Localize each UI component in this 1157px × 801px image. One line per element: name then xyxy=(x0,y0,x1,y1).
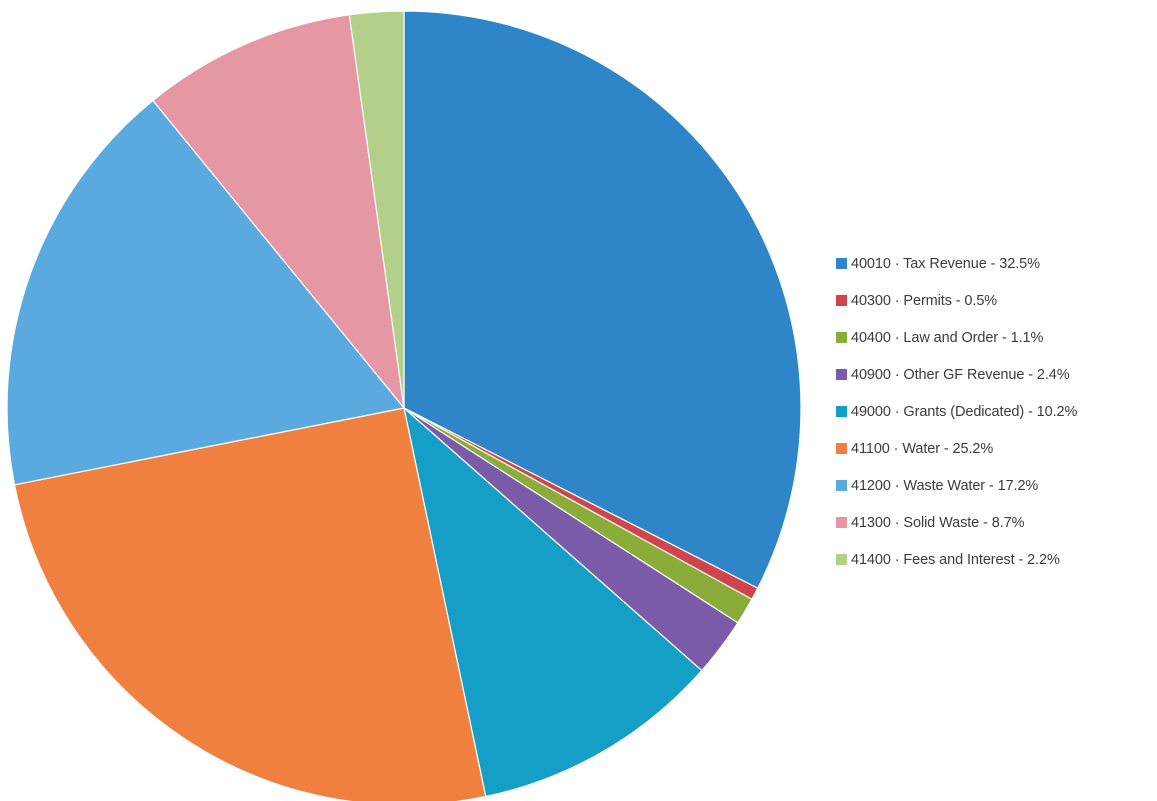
legend-swatch-6 xyxy=(836,480,847,491)
legend: 40010 · Tax Revenue - 32.5% 40300 · Permi… xyxy=(836,245,1156,578)
legend-swatch-0 xyxy=(836,258,847,269)
legend-item-7: 41300 · Solid Waste - 8.7% xyxy=(836,504,1156,541)
legend-item-2: 40400 · Law and Order - 1.1% xyxy=(836,319,1156,356)
legend-swatch-2 xyxy=(836,332,847,343)
legend-item-6: 41200 · Waste Water - 17.2% xyxy=(836,467,1156,504)
legend-label-0: 40010 · Tax Revenue - 32.5% xyxy=(851,255,1040,272)
pie-slice-5 xyxy=(13,407,487,801)
legend-label-6: 41200 · Waste Water - 17.2% xyxy=(851,477,1039,494)
pie-slices xyxy=(6,10,802,801)
legend-swatch-7 xyxy=(836,517,847,528)
legend-item-4: 49000 · Grants (Dedicated) - 10.2% xyxy=(836,393,1156,430)
pie-slice-7 xyxy=(152,14,405,411)
legend-item-1: 40300 · Permits - 0.5% xyxy=(836,282,1156,319)
legend-item-0: 40010 · Tax Revenue - 32.5% xyxy=(836,245,1156,282)
legend-swatch-3 xyxy=(836,369,847,380)
legend-label-1: 40300 · Permits - 0.5% xyxy=(851,292,998,309)
legend-label-3: 40900 · Other GF Revenue - 2.4% xyxy=(851,366,1070,383)
pie-slice-0 xyxy=(403,10,802,590)
legend-item-5: 41100 · Water - 25.2% xyxy=(836,430,1156,467)
legend-label-8: 41400 · Fees and Interest - 2.2% xyxy=(851,551,1060,568)
legend-item-3: 40900 · Other GF Revenue - 2.4% xyxy=(836,356,1156,393)
legend-item-8: 41400 · Fees and Interest - 2.2% xyxy=(836,541,1156,578)
legend-label-4: 49000 · Grants (Dedicated) - 10.2% xyxy=(851,403,1078,420)
pie-slice-6 xyxy=(6,99,406,486)
pie-slice-4 xyxy=(403,406,703,798)
legend-label-7: 41300 · Solid Waste - 8.7% xyxy=(851,514,1025,531)
legend-swatch-8 xyxy=(836,554,847,565)
legend-label-5: 41100 · Water - 25.2% xyxy=(851,440,994,457)
legend-label-2: 40400 · Law and Order - 1.1% xyxy=(851,329,1044,346)
pie-plot-area xyxy=(6,10,802,801)
pie-slice-8 xyxy=(348,10,405,409)
legend-swatch-4 xyxy=(836,406,847,417)
legend-swatch-1 xyxy=(836,295,847,306)
legend-swatch-5 xyxy=(836,443,847,454)
